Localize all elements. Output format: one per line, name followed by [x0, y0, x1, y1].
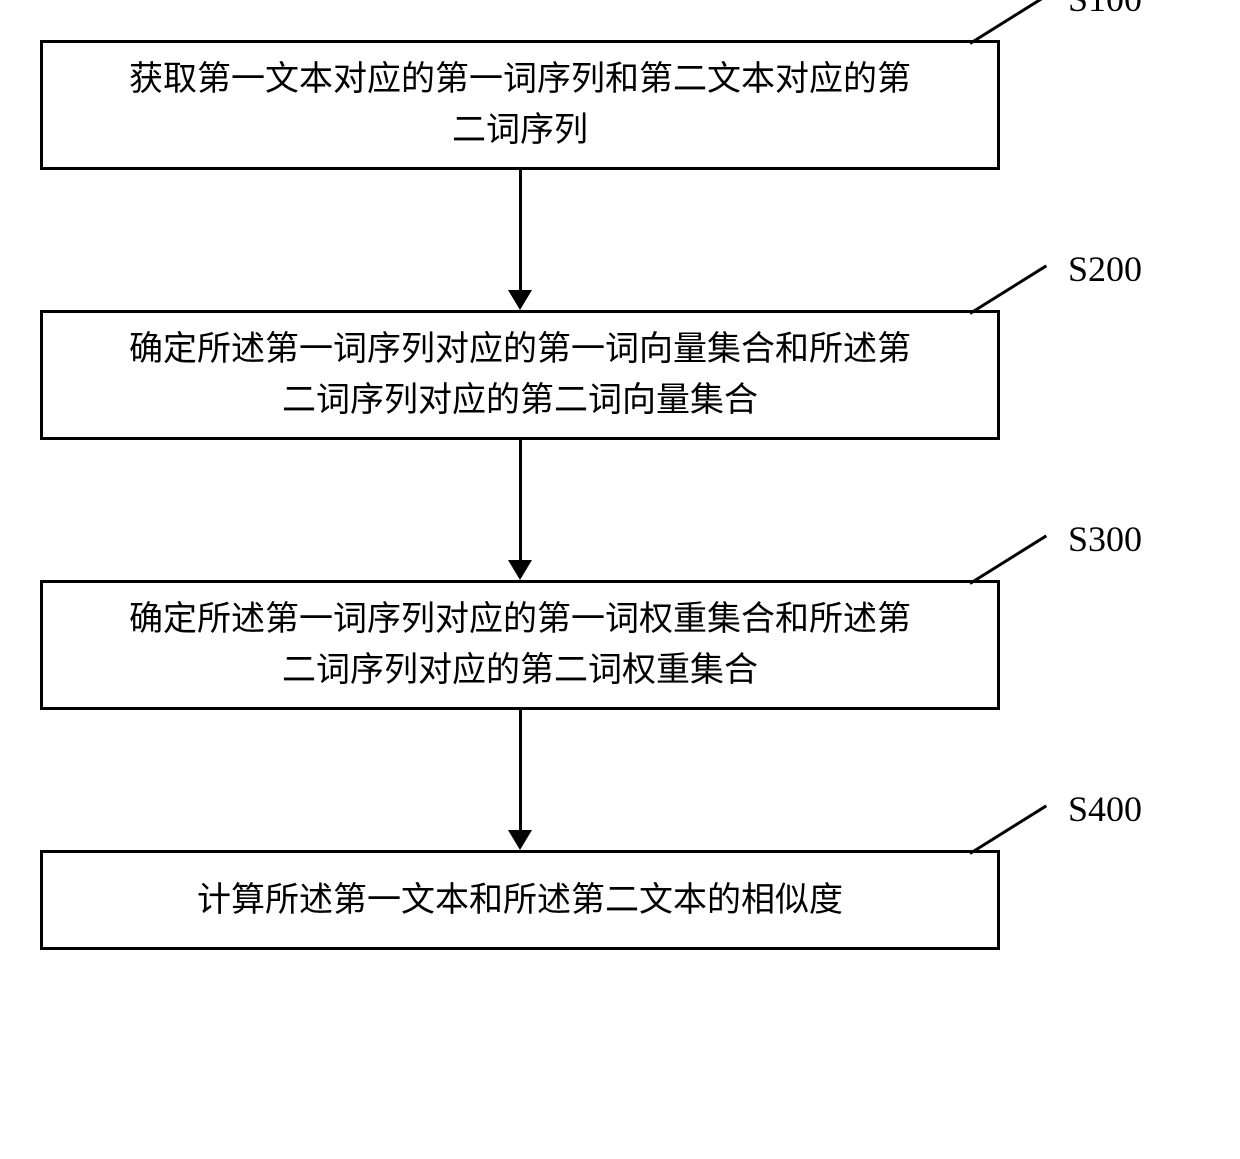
label-connector [969, 0, 1047, 45]
arrow-head-icon [508, 290, 532, 310]
arrow-shaft [519, 710, 522, 830]
step-box: 确定所述第一词序列对应的第一词权重集合和所述第 二词序列对应的第二词权重集合 [40, 580, 1000, 710]
step-text-line2: 二词序列对应的第二词向量集合 [129, 375, 911, 426]
flowchart-container: S100 获取第一文本对应的第一词序列和第二文本对应的第 二词序列 S200 确… [40, 40, 1200, 950]
step-label: S100 [1068, 0, 1142, 20]
step-text-line2: 二词序列对应的第二词权重集合 [129, 645, 911, 696]
step-text-line2: 二词序列 [129, 105, 911, 156]
flow-step: S200 确定所述第一词序列对应的第一词向量集合和所述第 二词序列对应的第二词向… [40, 310, 1200, 440]
flow-step: S300 确定所述第一词序列对应的第一词权重集合和所述第 二词序列对应的第二词权… [40, 580, 1200, 710]
arrow-shaft [519, 170, 522, 290]
step-text-line1: 计算所述第一文本和所述第二文本的相似度 [197, 875, 843, 926]
arrow-shaft [519, 440, 522, 560]
step-box: 计算所述第一文本和所述第二文本的相似度 [40, 850, 1000, 950]
step-box: 确定所述第一词序列对应的第一词向量集合和所述第 二词序列对应的第二词向量集合 [40, 310, 1000, 440]
step-text-line1: 确定所述第一词序列对应的第一词向量集合和所述第 [129, 324, 911, 375]
arrow-head-icon [508, 830, 532, 850]
flow-arrow [40, 440, 1000, 580]
arrow-head-icon [508, 560, 532, 580]
step-text-line1: 获取第一文本对应的第一词序列和第二文本对应的第 [129, 54, 911, 105]
step-label: S200 [1068, 248, 1142, 290]
flow-step: S400 计算所述第一文本和所述第二文本的相似度 [40, 850, 1200, 950]
step-label: S400 [1068, 788, 1142, 830]
step-box: 获取第一文本对应的第一词序列和第二文本对应的第 二词序列 [40, 40, 1000, 170]
flow-arrow [40, 170, 1000, 310]
step-text-line1: 确定所述第一词序列对应的第一词权重集合和所述第 [129, 594, 911, 645]
flow-step: S100 获取第一文本对应的第一词序列和第二文本对应的第 二词序列 [40, 40, 1200, 170]
step-label: S300 [1068, 518, 1142, 560]
flow-arrow [40, 710, 1000, 850]
